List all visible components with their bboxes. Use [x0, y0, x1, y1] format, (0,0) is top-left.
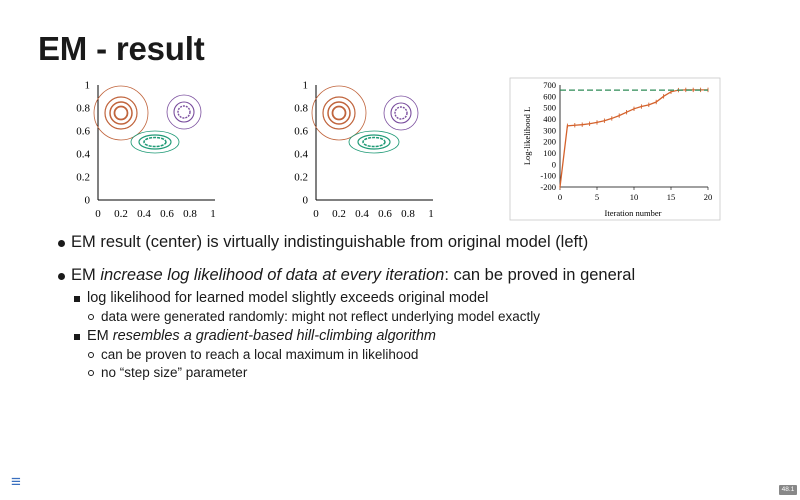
y-tick-0: 0 — [303, 195, 309, 207]
cluster-green — [130, 130, 180, 154]
x-tick-4: 0.8 — [401, 208, 415, 220]
x-tick-4: 0.8 — [183, 208, 197, 220]
bullet-marker — [88, 370, 94, 376]
x-tick-labels: 0 5 10 15 20 — [558, 187, 712, 202]
x-axis-ticks: 0 0.2 0.4 0.6 0.8 1 — [95, 208, 216, 220]
bullet-marker — [88, 352, 94, 358]
x-axis-label: Iteration number — [605, 208, 662, 218]
x-tick-2: 0.4 — [355, 208, 369, 220]
y-tick-1: 0.2 — [76, 172, 90, 184]
y-tick-label: 700 — [543, 80, 556, 90]
bullet-marker — [74, 296, 80, 302]
y-tick-4: 0.8 — [294, 103, 308, 115]
y-tick-label: 500 — [543, 103, 556, 113]
y-tick-label: 0 — [552, 159, 556, 169]
bullet-2-emphasis: increase log likelihood of data at every… — [100, 266, 445, 284]
y-tick-0: 0 — [85, 195, 91, 207]
bullet-2-1-1: data were generated randomly: might not … — [101, 309, 540, 324]
cluster-purple — [166, 94, 202, 130]
bullet-2-2-1: can be proven to reach a local maximum i… — [101, 347, 419, 362]
bullet-marker — [58, 240, 65, 247]
y-tick-5: 1 — [85, 80, 91, 92]
x-tick-0: 0 — [313, 208, 319, 220]
bullet-2-2-2: no “step size” parameter — [101, 365, 248, 380]
x-tick-5: 1 — [210, 208, 216, 220]
bullet-2-2-prefix: EM — [87, 328, 113, 344]
x-tick-label: 10 — [630, 192, 639, 202]
x-tick-3: 0.6 — [378, 208, 392, 220]
y-tick-2: 0.4 — [294, 149, 308, 161]
y-tick-label: 100 — [543, 148, 556, 158]
y-tick-label: -100 — [540, 171, 556, 181]
cluster-orange — [93, 85, 149, 141]
bullet-2-suffix: : can be proved in general — [444, 266, 636, 284]
contour-plot-em-result: 0 0.2 0.4 0.6 0.8 1 0 0.2 0.4 0.6 0.8 1 — [294, 80, 434, 221]
y-tick-4: 0.8 — [76, 103, 90, 115]
chart-frame — [509, 77, 721, 221]
y-axis-ticks: 0 0.2 0.4 0.6 0.8 1 — [294, 80, 308, 207]
x-tick-label: 0 — [558, 192, 562, 202]
bullet-2: EM increase log likelihood of data at ev… — [71, 266, 635, 285]
y-tick-5: 1 — [303, 80, 309, 92]
bullet-marker — [58, 273, 65, 280]
bullet-marker — [88, 314, 94, 320]
y-tick-label: 400 — [543, 114, 556, 124]
x-tick-1: 0.2 — [332, 208, 346, 220]
y-tick-label: -200 — [540, 182, 556, 192]
cluster-purple — [383, 95, 419, 131]
x-tick-0: 0 — [95, 208, 101, 220]
bullet-2-2-emphasis: resembles a gradient-based hill-climbing… — [112, 328, 436, 344]
x-tick-2: 0.4 — [137, 208, 151, 220]
y-tick-label: 600 — [543, 91, 556, 101]
cluster-orange — [311, 85, 367, 141]
y-axis-ticks: 0 0.2 0.4 0.6 0.8 1 — [76, 80, 90, 207]
y-tick-3: 0.6 — [294, 126, 308, 138]
slide-title: EM - result — [38, 30, 205, 67]
x-tick-label: 5 — [595, 192, 599, 202]
y-tick-2: 0.4 — [76, 149, 90, 161]
bullet-2-1: log likelihood for learned model slightl… — [87, 290, 489, 306]
x-tick-label: 20 — [704, 192, 713, 202]
hamburger-menu-icon[interactable]: ≡ — [11, 472, 21, 491]
y-tick-3: 0.6 — [76, 126, 90, 138]
contour-plot-original: 0 0.2 0.4 0.6 0.8 1 0 0.2 0.4 0.6 0.8 1 — [76, 80, 216, 221]
y-tick-1: 0.2 — [294, 172, 308, 184]
bullet-1: EM result (center) is virtually indistin… — [71, 233, 589, 251]
cluster-green — [348, 130, 400, 154]
x-tick-1: 0.2 — [114, 208, 128, 220]
y-tick-label: 200 — [543, 137, 556, 147]
y-tick-label: 300 — [543, 125, 556, 135]
series-lines — [559, 87, 709, 190]
bullet-2-2: EM resembles a gradient-based hill-climb… — [87, 328, 436, 344]
x-tick-5: 1 — [428, 208, 434, 220]
x-tick-label: 15 — [667, 192, 676, 202]
y-axis-label: Log-likelihood L — [522, 107, 532, 165]
x-tick-3: 0.6 — [160, 208, 174, 220]
x-axis-ticks: 0 0.2 0.4 0.6 0.8 1 — [313, 208, 434, 220]
bullet-2-prefix: EM — [71, 266, 101, 284]
page-number-badge: 48.1 — [779, 485, 797, 495]
bullet-marker — [74, 334, 80, 340]
